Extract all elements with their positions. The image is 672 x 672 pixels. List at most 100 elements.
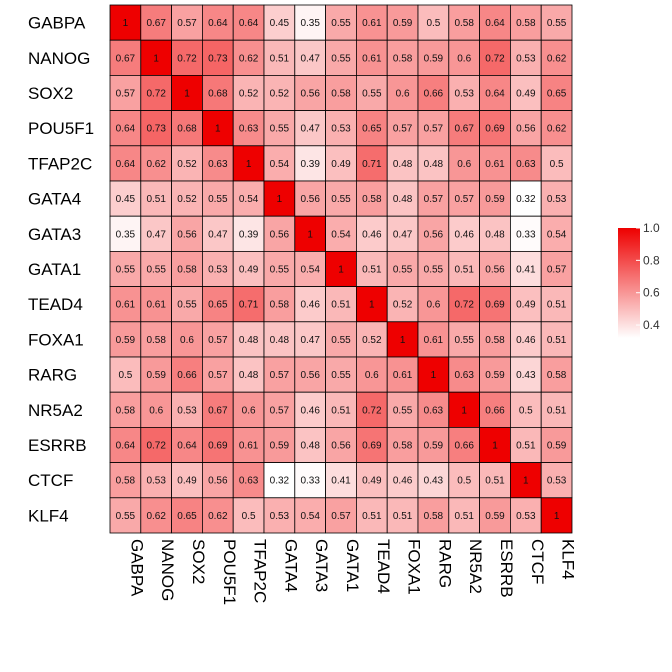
heatmap-cell-value: 0.39	[239, 229, 259, 240]
heatmap-cell-value: 0.56	[300, 89, 320, 100]
heatmap-cell-value: 0.54	[331, 229, 351, 240]
heatmap-cell-value: 0.72	[177, 53, 197, 64]
row-label: GABPA	[28, 14, 86, 33]
heatmap-cell-value: 0.54	[300, 511, 320, 522]
heatmap-cell-value: 0.54	[300, 265, 320, 276]
heatmap-cell-value: 0.66	[485, 405, 505, 416]
row-label: ESRRB	[28, 436, 87, 455]
heatmap-cell	[386, 75, 419, 112]
heatmap-cell	[386, 356, 419, 393]
heatmap-cell-value: 1	[369, 300, 375, 311]
heatmap-cell	[201, 462, 234, 499]
color-legend: 1.0 0.8 0.6 0.4	[618, 221, 660, 338]
heatmap-cell	[479, 215, 511, 252]
heatmap-cell-value: 0.59	[270, 441, 290, 452]
heatmap-cell-value: 0.58	[146, 335, 166, 346]
heatmap-cell-value: 1	[492, 441, 498, 452]
heatmap-cell-value: 0.56	[424, 229, 444, 240]
column-label: NR5A2	[466, 539, 485, 594]
heatmap-cell	[540, 180, 573, 217]
heatmap-cell-value: 0.65	[177, 511, 197, 522]
heatmap-cell-value: 0.49	[362, 476, 382, 487]
heatmap-cell-value: 0.63	[208, 159, 228, 170]
column-label: RARG	[435, 539, 454, 588]
heatmap-cell	[109, 4, 142, 41]
heatmap-cell	[263, 356, 296, 393]
heatmap-cell	[509, 4, 542, 41]
heatmap-cell-value: 0.64	[239, 18, 259, 29]
heatmap-cell	[540, 145, 573, 182]
heatmap-cell	[171, 180, 203, 217]
heatmap-cell-value: 0.52	[393, 300, 413, 311]
heatmap-cell-value: 0.48	[424, 159, 444, 170]
heatmap-cell	[540, 426, 573, 463]
heatmap-cell-value: 0.57	[331, 511, 351, 522]
heatmap-cell	[294, 426, 326, 463]
heatmap-cell-value: 0.55	[331, 18, 351, 29]
heatmap-cell	[263, 286, 296, 323]
column-label: SOX2	[189, 539, 208, 584]
heatmap-cell-value: 0.48	[485, 229, 505, 240]
heatmap-cell-value: 0.61	[362, 53, 382, 64]
heatmap-cell	[201, 321, 234, 358]
heatmap-cell	[479, 250, 511, 287]
heatmap-cell	[263, 180, 296, 217]
column-label: NANOG	[158, 539, 177, 601]
heatmap-cell	[509, 426, 542, 463]
heatmap-cell-value: 0.59	[393, 18, 413, 29]
heatmap-cell-value: 0.63	[454, 370, 474, 381]
heatmap-cell	[355, 215, 388, 252]
heatmap-cell-value: 0.56	[177, 229, 197, 240]
heatmap-cell-value: 0.55	[424, 265, 444, 276]
heatmap-cell-value: 0.67	[454, 124, 474, 135]
heatmap-cell-value: 0.62	[547, 124, 567, 135]
heatmap-cell	[201, 110, 234, 147]
column-label: TEAD4	[374, 539, 393, 594]
heatmap-cell-value: 0.5	[519, 405, 533, 416]
heatmap-cell-value: 0.49	[516, 89, 536, 100]
heatmap-cell-value: 0.56	[270, 229, 290, 240]
heatmap-cell	[294, 497, 326, 534]
heatmap-cell-value: 0.56	[331, 441, 351, 452]
heatmap-cell-value: 0.62	[239, 53, 259, 64]
heatmap-cell	[417, 110, 450, 147]
heatmap-cell	[171, 391, 203, 428]
heatmap-cell-value: 0.6	[149, 405, 163, 416]
heatmap-cell-value: 0.56	[300, 194, 320, 205]
heatmap-cell-value: 0.71	[362, 159, 382, 170]
heatmap-cell-value: 0.52	[270, 89, 290, 100]
heatmap-cell	[417, 497, 450, 534]
heatmap-cell	[355, 286, 388, 323]
heatmap-cell-value: 0.55	[547, 18, 567, 29]
heatmap-cell	[263, 215, 296, 252]
heatmap-cell	[386, 180, 419, 217]
heatmap-cell	[171, 39, 203, 76]
heatmap-cell	[509, 110, 542, 147]
heatmap-cell-value: 0.6	[396, 89, 410, 100]
heatmap-cell	[294, 145, 326, 182]
heatmap-cell-value: 0.52	[177, 194, 197, 205]
heatmap-cell-value: 0.64	[485, 18, 505, 29]
heatmap-cell-value: 0.59	[485, 194, 505, 205]
heatmap-cell	[509, 286, 542, 323]
heatmap-cell-value: 0.55	[177, 300, 197, 311]
heatmap-cell-value: 1	[123, 18, 129, 29]
heatmap-cell	[325, 145, 357, 182]
heatmap-cell-value: 0.55	[331, 194, 351, 205]
heatmap-cell-value: 0.62	[146, 159, 166, 170]
heatmap-cell	[355, 180, 388, 217]
heatmap-cell-value: 0.6	[457, 159, 471, 170]
heatmap-cell	[448, 4, 480, 41]
heatmap-cell	[448, 462, 480, 499]
heatmap-cell	[140, 4, 173, 41]
heatmap-cell	[171, 286, 203, 323]
legend-tick-label: 1.0	[643, 221, 660, 235]
heatmap-cell-value: 0.72	[146, 441, 166, 452]
heatmap-cell-value: 0.47	[208, 229, 228, 240]
heatmap-cell	[109, 462, 142, 499]
heatmap-cell-value: 0.64	[208, 18, 228, 29]
heatmap-cell	[294, 356, 326, 393]
heatmap-cell	[540, 286, 573, 323]
heatmap-cell	[509, 321, 542, 358]
row-label: GATA3	[28, 225, 81, 244]
